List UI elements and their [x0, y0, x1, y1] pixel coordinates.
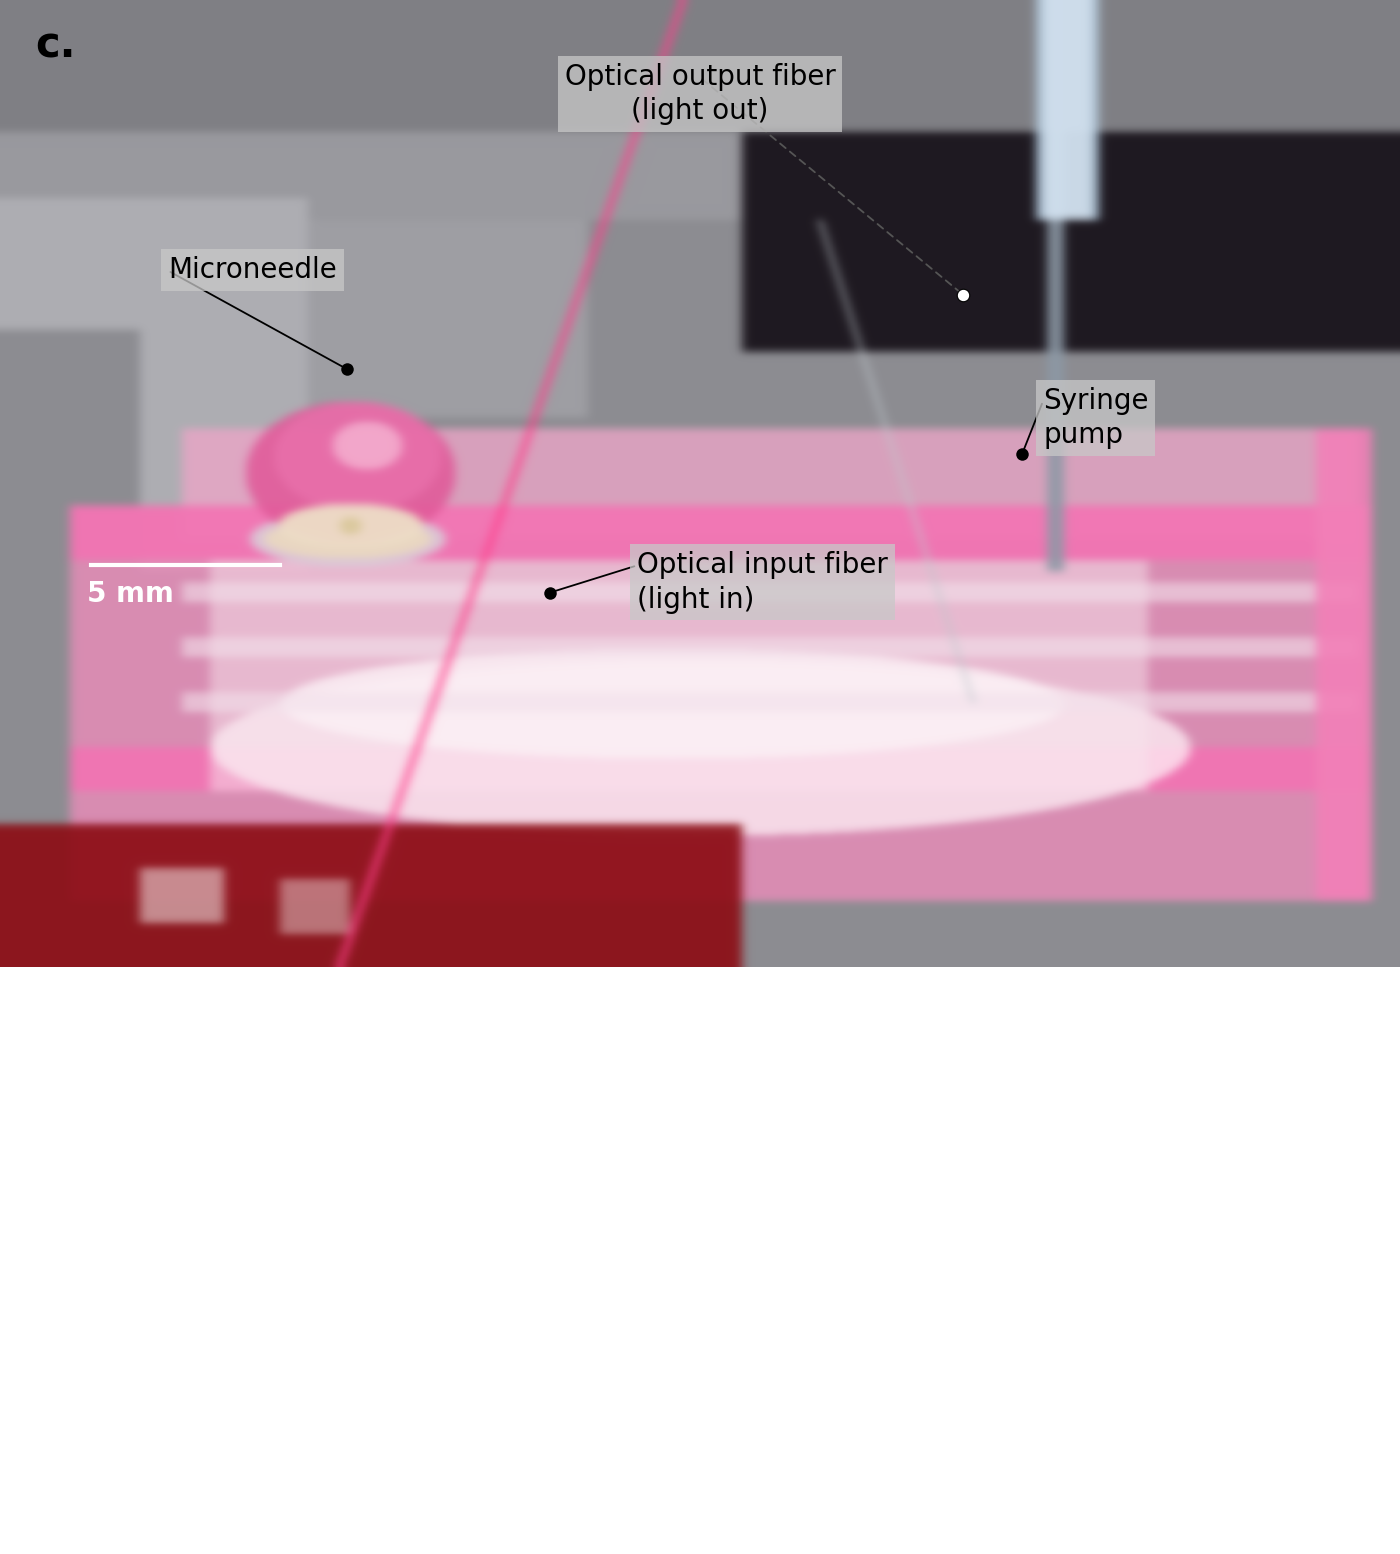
- Text: Syringe
pump: Syringe pump: [1043, 387, 1148, 449]
- Text: Optical output fiber
(light out): Optical output fiber (light out): [564, 62, 836, 126]
- Text: 5 mm: 5 mm: [87, 580, 174, 608]
- Text: c.: c.: [35, 25, 76, 67]
- Text: Optical input fiber
(light in): Optical input fiber (light in): [637, 552, 888, 614]
- Text: Microneedle: Microneedle: [168, 256, 337, 284]
